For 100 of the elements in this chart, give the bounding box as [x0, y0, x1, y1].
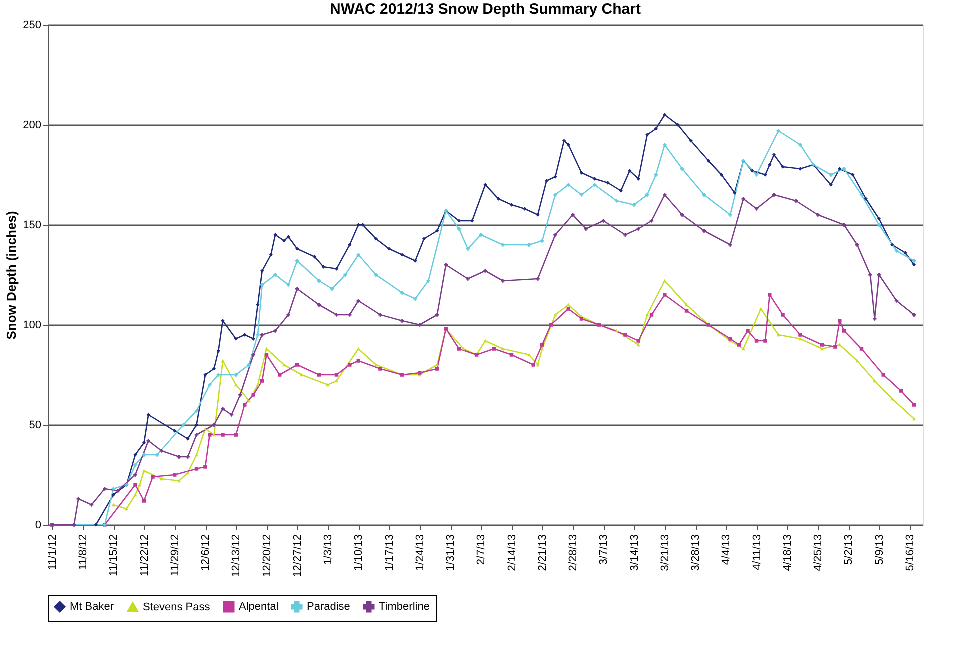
point: [142, 499, 146, 503]
y-axis-title: Snow Depth (inches): [4, 211, 20, 340]
point: [134, 493, 138, 497]
point: [663, 279, 667, 283]
point: [151, 475, 155, 479]
line-series: [112, 279, 916, 511]
point: [737, 343, 742, 347]
point: [834, 345, 838, 349]
point: [348, 363, 352, 367]
point: [356, 347, 360, 351]
point: [912, 417, 916, 421]
point: [112, 503, 116, 507]
point: [124, 507, 129, 511]
y-tick-label: 100: [23, 320, 42, 332]
legend-label: Paradise: [307, 601, 350, 613]
point: [838, 319, 842, 323]
x-tick-label: 1/10/13: [353, 534, 366, 572]
point: [636, 343, 640, 347]
x-tick-label: 5/16/13: [904, 534, 916, 572]
point: [646, 313, 650, 317]
point: [842, 329, 846, 333]
x-tick-label: 2/28/13: [568, 534, 580, 572]
y-tick-label: 50: [29, 420, 42, 432]
point: [256, 383, 260, 387]
legend-label: Stevens Pass: [143, 601, 211, 614]
point: [194, 453, 199, 457]
x-tick-label: 3/14/13: [628, 534, 641, 572]
point: [194, 467, 199, 471]
point: [282, 363, 286, 367]
point: [746, 329, 750, 333]
point: [278, 373, 282, 377]
legend-label: Alpental: [239, 601, 279, 613]
legend-label: Timberline: [379, 601, 430, 613]
point: [462, 347, 466, 351]
x-tick-label: 4/18/13: [782, 534, 794, 572]
chart-title: NWAC 2012/13 Snow Depth Summary Chart: [330, 1, 641, 18]
point: [549, 323, 553, 327]
x-tick-label: 3/7/13: [598, 534, 610, 566]
point: [540, 347, 544, 351]
point: [650, 313, 654, 317]
point: [436, 367, 440, 371]
x-tick-label: 1/31/13: [445, 534, 457, 572]
y-tick-label: 200: [23, 120, 42, 132]
point: [776, 333, 780, 337]
point: [873, 379, 877, 383]
x-tick-label: 4/4/13: [720, 534, 733, 566]
point: [566, 307, 570, 311]
legend-label: Mt Baker: [70, 601, 114, 613]
x-tick-label: 11/29/12: [169, 534, 182, 577]
x-tick-label: 3/21/13: [659, 534, 672, 572]
point: [378, 367, 382, 371]
x-tick-label: 11/15/12: [108, 534, 120, 577]
point: [820, 343, 824, 347]
point: [334, 379, 339, 383]
point: [204, 427, 208, 431]
point: [326, 383, 330, 387]
point: [624, 333, 628, 337]
x-tick-label: 2/21/13: [536, 534, 549, 572]
point: [566, 303, 570, 307]
point: [247, 399, 252, 403]
point: [334, 373, 339, 377]
point: [457, 347, 462, 351]
point: [186, 471, 190, 475]
x-tick-label: 11/8/12: [78, 534, 90, 570]
x-tick-label: 1/3/13: [322, 534, 334, 566]
x-tick-label: 2/7/13: [476, 534, 488, 566]
y-tick-label: 0: [35, 520, 42, 532]
point: [798, 337, 802, 341]
point: [899, 389, 903, 393]
point: [540, 343, 544, 347]
point: [764, 339, 768, 343]
x-tick-label: 3/28/13: [690, 534, 702, 572]
x-tick-label: 4/25/13: [812, 534, 824, 572]
point: [820, 347, 824, 351]
point: [510, 353, 514, 357]
point: [243, 403, 247, 407]
point: [742, 347, 746, 351]
point: [204, 465, 208, 469]
point: [890, 397, 894, 401]
x-tick-label: 5/2/13: [843, 534, 856, 566]
x-tick-label: 4/11/13: [751, 534, 764, 570]
point: [527, 353, 532, 357]
x-tick-label: 12/27/12: [292, 534, 304, 578]
point: [134, 483, 138, 487]
x-tick-label: 12/6/12: [200, 534, 212, 572]
point: [300, 373, 304, 377]
point: [374, 363, 378, 367]
x-tick-label: 11/1/12: [46, 534, 59, 570]
x-tick-label: 2/14/13: [506, 534, 518, 572]
point: [754, 339, 759, 343]
x-tick-label: 5/9/13: [874, 534, 886, 566]
point: [484, 339, 488, 343]
point: [536, 363, 540, 367]
point: [177, 479, 182, 483]
point: [798, 333, 802, 337]
point: [838, 343, 842, 347]
point: [768, 293, 772, 297]
x-tick-label: 11/22/12: [138, 534, 151, 577]
point: [882, 373, 886, 377]
point: [759, 307, 763, 311]
